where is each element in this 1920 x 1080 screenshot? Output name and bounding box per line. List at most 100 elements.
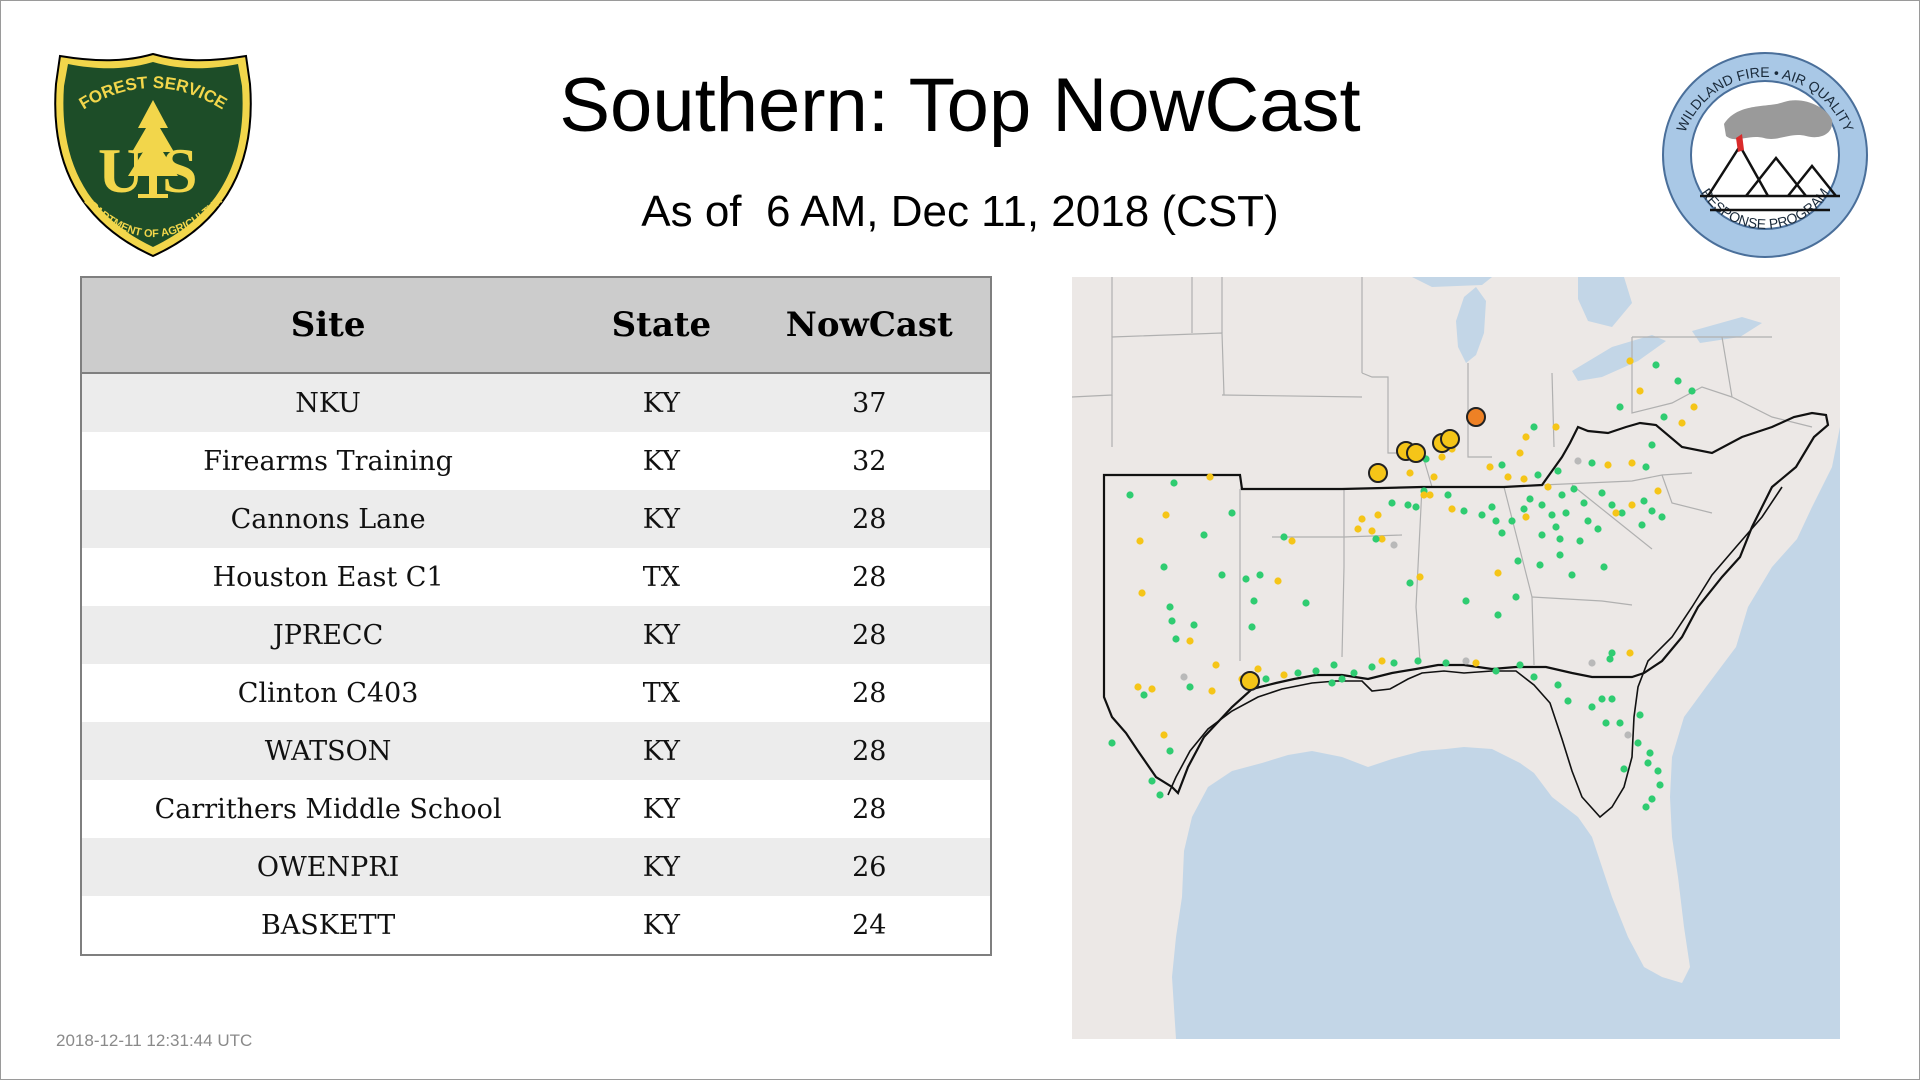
monitor-site-marker[interactable] bbox=[1690, 403, 1698, 411]
monitor-site-marker[interactable] bbox=[1294, 669, 1302, 677]
monitor-site-marker[interactable] bbox=[1136, 537, 1144, 545]
monitor-site-marker[interactable] bbox=[1598, 489, 1606, 497]
monitor-site-marker[interactable] bbox=[1228, 509, 1236, 517]
monitor-site-marker[interactable] bbox=[1580, 499, 1588, 507]
monitor-site-marker[interactable] bbox=[1674, 377, 1682, 385]
monitor-site-marker[interactable] bbox=[1494, 569, 1502, 577]
monitor-site-marker[interactable] bbox=[1638, 521, 1646, 529]
monitor-site-marker[interactable] bbox=[1618, 509, 1626, 517]
monitor-site-marker[interactable] bbox=[1660, 413, 1668, 421]
monitor-site-marker[interactable] bbox=[1608, 649, 1616, 657]
monitor-site-marker[interactable] bbox=[1448, 505, 1456, 513]
monitor-site-marker[interactable] bbox=[1374, 511, 1382, 519]
monitor-site-marker[interactable] bbox=[1538, 501, 1546, 509]
monitor-site-marker[interactable] bbox=[1134, 683, 1142, 691]
monitor-site-marker[interactable] bbox=[1522, 513, 1530, 521]
monitor-site-marker[interactable] bbox=[1600, 563, 1608, 571]
monitor-site-marker[interactable] bbox=[1168, 617, 1176, 625]
monitor-site-marker[interactable] bbox=[1624, 731, 1632, 739]
monitor-site-marker[interactable] bbox=[1588, 703, 1596, 711]
top-site-marker[interactable] bbox=[1466, 407, 1486, 427]
monitor-site-marker[interactable] bbox=[1564, 697, 1572, 705]
monitor-site-marker[interactable] bbox=[1354, 525, 1362, 533]
monitor-site-marker[interactable] bbox=[1368, 527, 1376, 535]
monitor-site-marker[interactable] bbox=[1460, 507, 1468, 515]
monitor-site-marker[interactable] bbox=[1478, 511, 1486, 519]
top-site-marker[interactable] bbox=[1440, 429, 1460, 449]
monitor-site-marker[interactable] bbox=[1190, 621, 1198, 629]
monitor-site-marker[interactable] bbox=[1492, 667, 1500, 675]
monitor-site-marker[interactable] bbox=[1256, 571, 1264, 579]
monitor-site-marker[interactable] bbox=[1162, 511, 1170, 519]
monitor-site-marker[interactable] bbox=[1588, 459, 1596, 467]
monitor-site-marker[interactable] bbox=[1254, 665, 1262, 673]
monitor-site-marker[interactable] bbox=[1602, 719, 1610, 727]
monitor-site-marker[interactable] bbox=[1644, 759, 1652, 767]
monitor-site-marker[interactable] bbox=[1634, 739, 1642, 747]
monitor-site-marker[interactable] bbox=[1186, 637, 1194, 645]
monitor-site-marker[interactable] bbox=[1358, 515, 1366, 523]
monitor-site-marker[interactable] bbox=[1462, 657, 1470, 665]
monitor-site-marker[interactable] bbox=[1280, 533, 1288, 541]
monitor-site-marker[interactable] bbox=[1554, 467, 1562, 475]
monitor-site-marker[interactable] bbox=[1552, 423, 1560, 431]
monitor-site-marker[interactable] bbox=[1648, 507, 1656, 515]
monitor-site-marker[interactable] bbox=[1636, 711, 1644, 719]
top-site-marker[interactable] bbox=[1406, 443, 1426, 463]
monitor-site-marker[interactable] bbox=[1642, 463, 1650, 471]
monitor-site-marker[interactable] bbox=[1378, 535, 1386, 543]
monitor-site-marker[interactable] bbox=[1568, 571, 1576, 579]
monitor-site-marker[interactable] bbox=[1138, 589, 1146, 597]
monitor-site-marker[interactable] bbox=[1430, 473, 1438, 481]
monitor-site-marker[interactable] bbox=[1512, 593, 1520, 601]
monitor-site-marker[interactable] bbox=[1406, 469, 1414, 477]
monitor-site-marker[interactable] bbox=[1536, 561, 1544, 569]
monitor-site-marker[interactable] bbox=[1108, 739, 1116, 747]
monitor-site-marker[interactable] bbox=[1508, 517, 1516, 525]
monitor-site-marker[interactable] bbox=[1372, 535, 1380, 543]
monitor-site-marker[interactable] bbox=[1140, 691, 1148, 699]
monitor-site-marker[interactable] bbox=[1180, 673, 1188, 681]
monitor-site-marker[interactable] bbox=[1442, 659, 1450, 667]
monitor-site-marker[interactable] bbox=[1350, 669, 1358, 677]
monitor-site-marker[interactable] bbox=[1404, 501, 1412, 509]
monitor-site-marker[interactable] bbox=[1678, 419, 1686, 427]
monitor-site-marker[interactable] bbox=[1388, 499, 1396, 507]
monitor-site-marker[interactable] bbox=[1218, 571, 1226, 579]
monitor-site-marker[interactable] bbox=[1288, 537, 1296, 545]
monitor-site-marker[interactable] bbox=[1248, 623, 1256, 631]
monitor-site-marker[interactable] bbox=[1530, 423, 1538, 431]
monitor-site-marker[interactable] bbox=[1486, 463, 1494, 471]
monitor-site-marker[interactable] bbox=[1498, 461, 1506, 469]
monitor-site-marker[interactable] bbox=[1312, 667, 1320, 675]
monitor-site-marker[interactable] bbox=[1616, 403, 1624, 411]
monitor-site-marker[interactable] bbox=[1274, 577, 1282, 585]
monitor-site-marker[interactable] bbox=[1588, 659, 1596, 667]
monitor-site-marker[interactable] bbox=[1626, 649, 1634, 657]
monitor-site-marker[interactable] bbox=[1554, 681, 1562, 689]
monitor-site-marker[interactable] bbox=[1522, 433, 1530, 441]
monitor-site-marker[interactable] bbox=[1426, 491, 1434, 499]
monitor-site-marker[interactable] bbox=[1462, 597, 1470, 605]
monitor-site-marker[interactable] bbox=[1604, 461, 1612, 469]
monitor-site-marker[interactable] bbox=[1416, 573, 1424, 581]
monitor-site-marker[interactable] bbox=[1438, 453, 1446, 461]
monitor-site-marker[interactable] bbox=[1126, 491, 1134, 499]
monitor-site-marker[interactable] bbox=[1148, 777, 1156, 785]
monitor-site-marker[interactable] bbox=[1584, 517, 1592, 525]
monitor-site-marker[interactable] bbox=[1412, 503, 1420, 511]
monitor-site-marker[interactable] bbox=[1488, 503, 1496, 511]
top-site-marker[interactable] bbox=[1368, 463, 1388, 483]
monitor-site-marker[interactable] bbox=[1262, 675, 1270, 683]
monitor-site-marker[interactable] bbox=[1330, 661, 1338, 669]
monitor-site-marker[interactable] bbox=[1598, 695, 1606, 703]
monitor-site-marker[interactable] bbox=[1656, 781, 1664, 789]
monitor-site-marker[interactable] bbox=[1594, 525, 1602, 533]
monitor-site-marker[interactable] bbox=[1620, 765, 1628, 773]
monitor-site-marker[interactable] bbox=[1608, 695, 1616, 703]
monitor-site-marker[interactable] bbox=[1544, 483, 1552, 491]
monitor-site-marker[interactable] bbox=[1574, 457, 1582, 465]
monitor-site-marker[interactable] bbox=[1242, 575, 1250, 583]
monitor-site-marker[interactable] bbox=[1250, 597, 1258, 605]
monitor-site-marker[interactable] bbox=[1212, 661, 1220, 669]
